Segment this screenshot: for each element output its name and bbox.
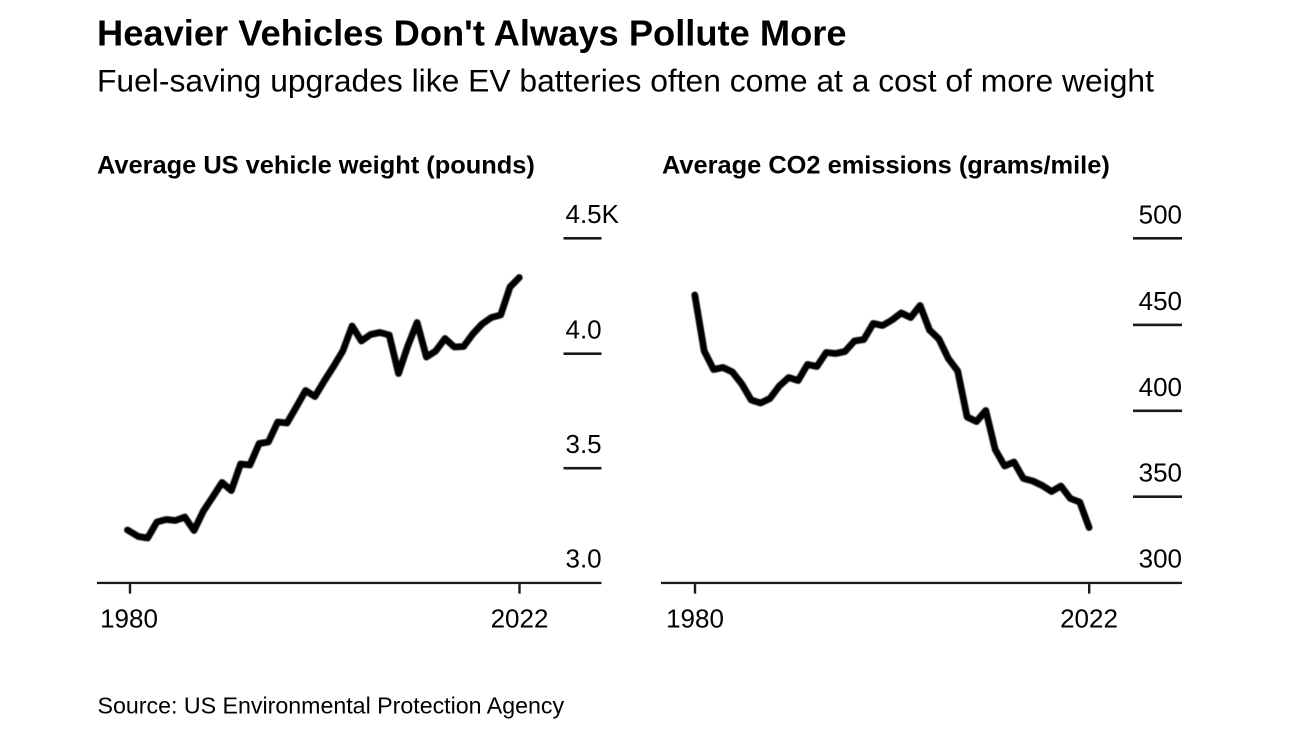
svg-text:350: 350: [1139, 458, 1182, 488]
svg-text:500: 500: [1139, 200, 1182, 230]
svg-text:450: 450: [1139, 286, 1182, 316]
svg-text:1980: 1980: [666, 604, 724, 634]
svg-text:Heavier Vehicles Don't Always: Heavier Vehicles Don't Always Pollute Mo…: [97, 13, 847, 54]
svg-text:1980: 1980: [100, 604, 158, 634]
svg-text:2022: 2022: [1060, 604, 1118, 634]
svg-text:400: 400: [1139, 372, 1182, 402]
svg-text:Average CO2 emissions (grams/m: Average CO2 emissions (grams/mile): [662, 152, 1110, 180]
svg-text:Source: US Environmental Prote: Source: US Environmental Protection Agen…: [98, 692, 565, 718]
svg-text:3.5: 3.5: [566, 429, 602, 459]
svg-text:3.0: 3.0: [566, 544, 602, 574]
svg-text:4.0: 4.0: [566, 315, 602, 345]
svg-text:Average US vehicle weight (pou: Average US vehicle weight (pounds): [97, 152, 535, 180]
svg-text:4.5K: 4.5K: [566, 199, 620, 229]
svg-text:300: 300: [1139, 544, 1182, 574]
svg-text:Fuel-saving upgrades like EV b: Fuel-saving upgrades like EV batteries o…: [97, 63, 1154, 99]
svg-text:2022: 2022: [491, 604, 549, 634]
